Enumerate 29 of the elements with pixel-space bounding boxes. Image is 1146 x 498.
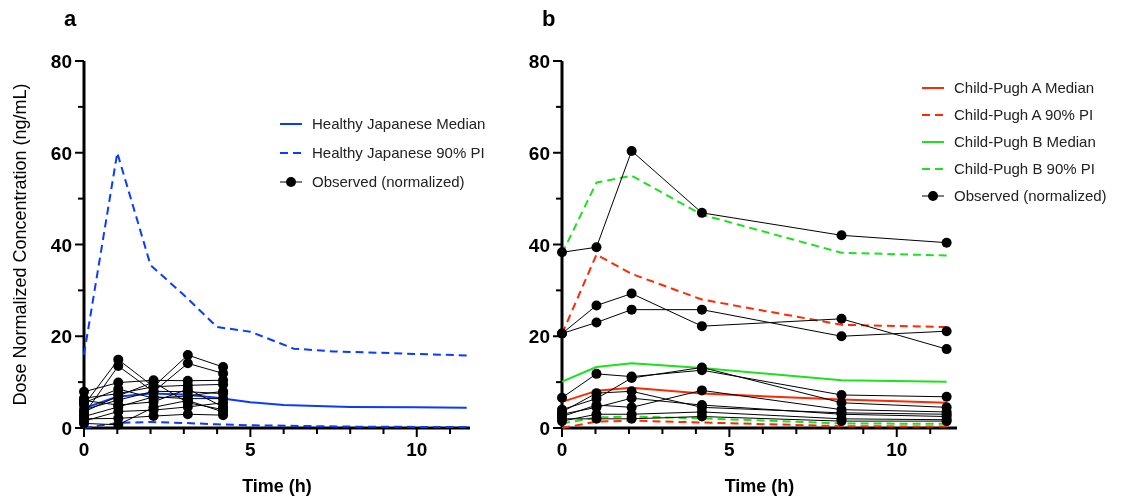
chart-title: b xyxy=(542,6,556,31)
legend-label: Child-Pugh A 90% PI xyxy=(954,106,1094,123)
legend-label: Child-Pugh B 90% PI xyxy=(954,160,1095,177)
legend-label: Child-Pugh B Median xyxy=(954,133,1096,150)
x-axis-title: Time (h) xyxy=(242,476,312,496)
y-tick-label: 80 xyxy=(50,51,72,72)
legend-label: Observed (normalized) xyxy=(954,187,1107,204)
y-tick-label: 40 xyxy=(50,234,72,256)
chart-title: a xyxy=(64,6,77,31)
legend-label: Observed (normalized) xyxy=(312,173,465,190)
x-tick-label: 5 xyxy=(724,439,736,460)
x-tick-label: 5 xyxy=(245,439,257,460)
x-tick-label: 10 xyxy=(406,439,428,460)
y-tick-label: 20 xyxy=(50,326,72,348)
x-tick-label: 10 xyxy=(886,439,908,460)
x-tick-label: 0 xyxy=(556,439,568,460)
y-tick-label: 60 xyxy=(528,142,550,164)
x-tick-label: 0 xyxy=(78,439,90,460)
y-tick-label: 40 xyxy=(528,234,550,256)
y-tick-label: 0 xyxy=(61,418,72,439)
y-tick-label: 20 xyxy=(528,326,550,348)
y-tick-label: 80 xyxy=(528,51,550,72)
x-axis-title: Time (h) xyxy=(724,476,795,496)
y-tick-label: 60 xyxy=(50,142,72,164)
legend-label: Child-Pugh A Median xyxy=(954,79,1095,96)
y-tick-label: 0 xyxy=(539,418,550,439)
y-axis-title: Dose Normalized Concentration (ng/mL) xyxy=(10,83,30,406)
legend-label: Healthy Japanese Median xyxy=(312,115,486,132)
legend-label: Healthy Japanese 90% PI xyxy=(312,144,485,161)
